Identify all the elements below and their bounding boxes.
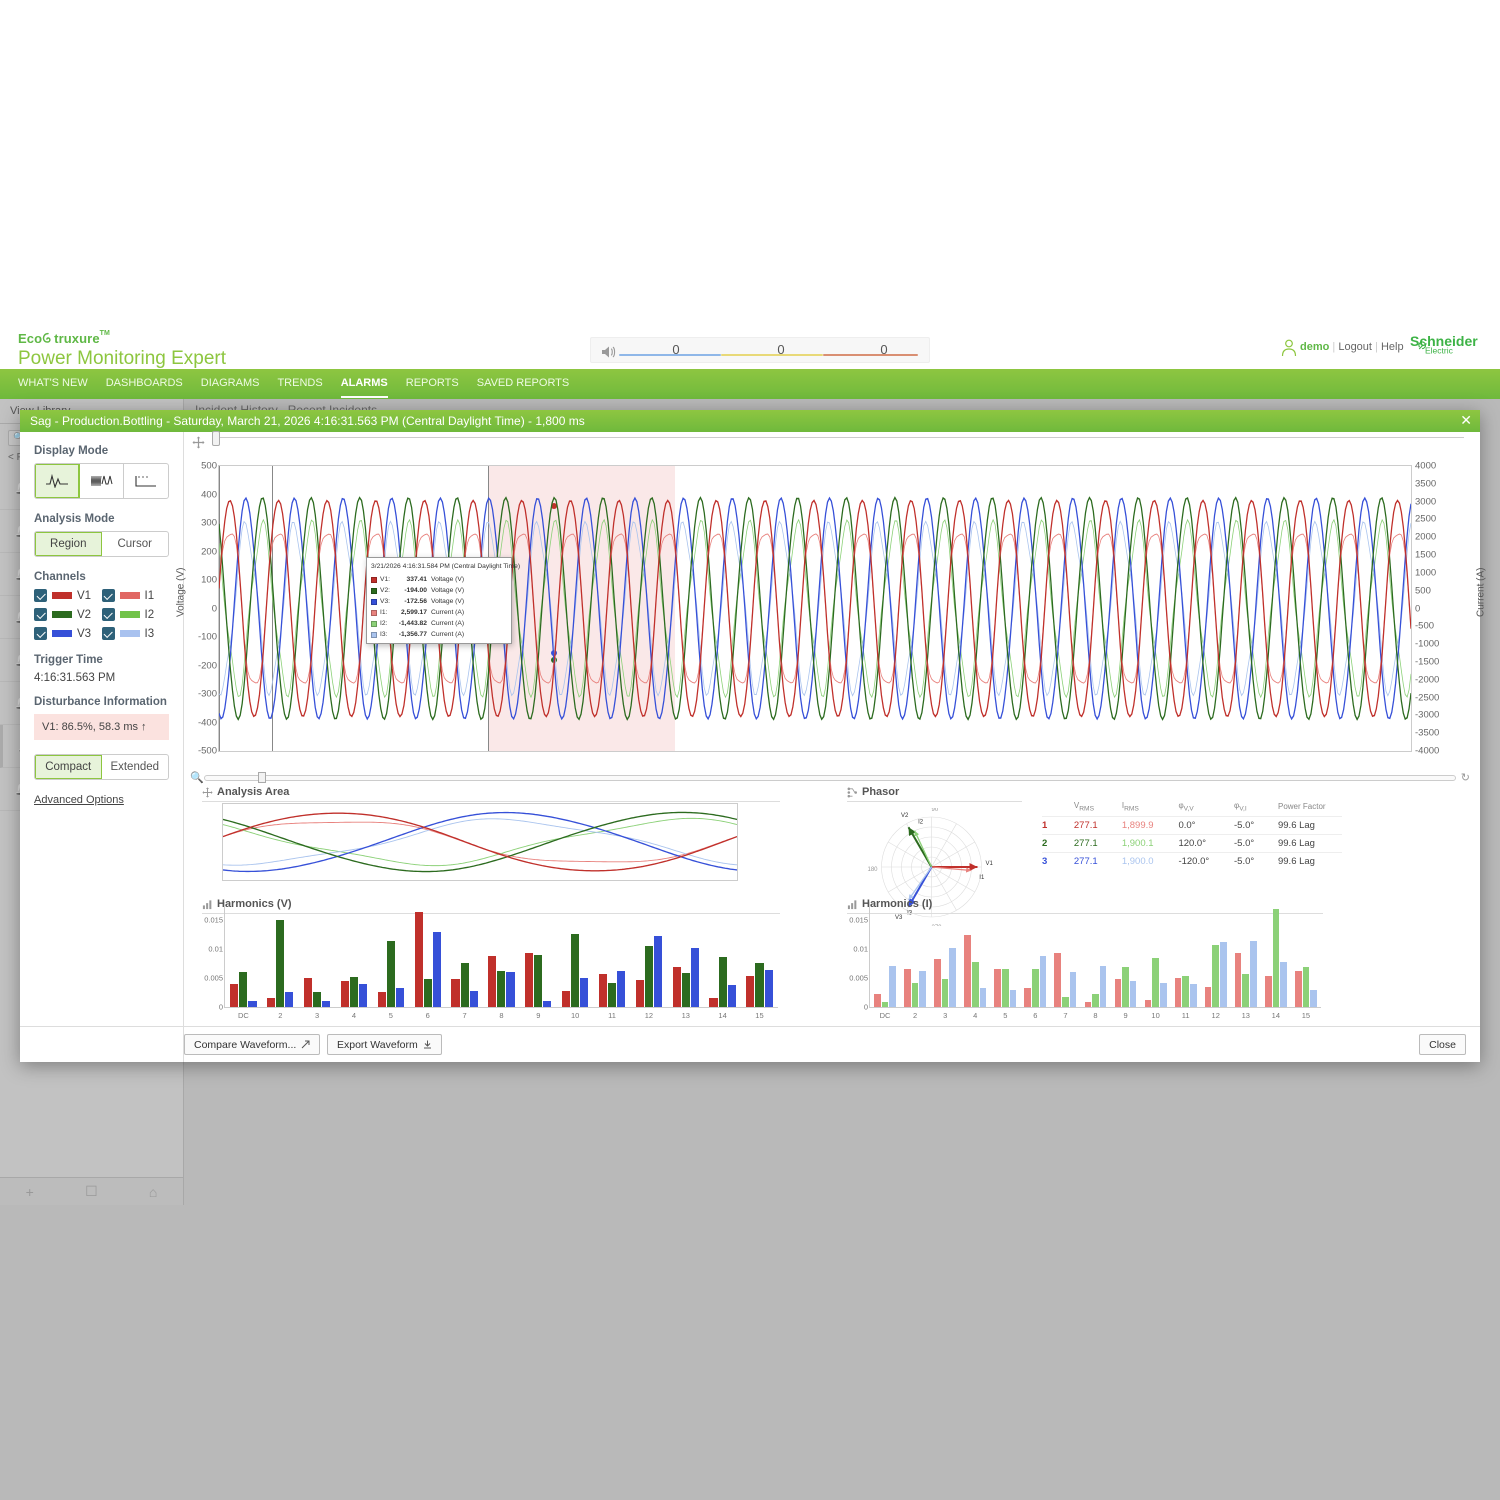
svg-text:V2: V2 [901,813,909,819]
svg-text:I2: I2 [918,819,924,825]
svg-text:180: 180 [868,867,879,873]
svg-text:I1: I1 [979,875,985,881]
svg-text:90: 90 [932,808,939,813]
svg-text:Electric: Electric [1425,346,1454,356]
svg-text:V1: V1 [986,861,994,867]
